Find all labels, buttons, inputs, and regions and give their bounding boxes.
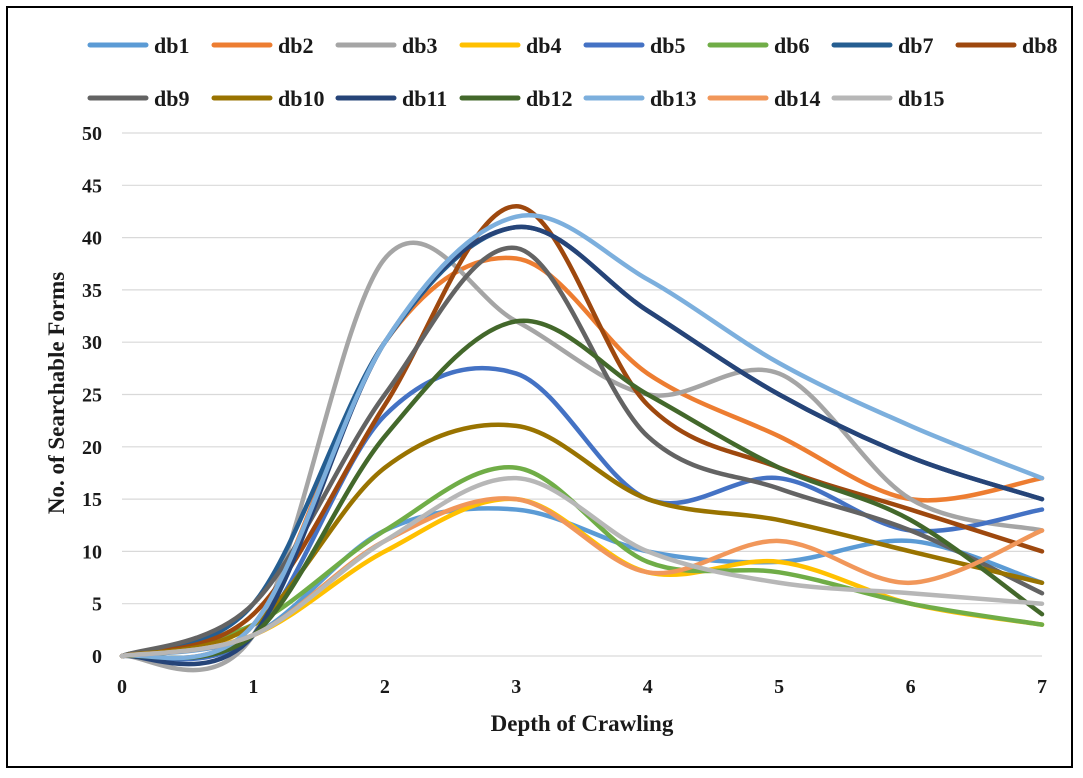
y-tick-label: 30 (82, 332, 102, 354)
x-axis-label: Depth of Crawling (491, 711, 674, 736)
legend-item-db8: db8 (955, 33, 1057, 58)
legend-label: db11 (402, 86, 447, 111)
legend-item-db15: db15 (831, 86, 944, 111)
y-tick-label: 35 (82, 280, 102, 302)
legend-label: db15 (898, 86, 944, 111)
legend-item-db9: db9 (87, 86, 189, 111)
y-tick-label: 40 (82, 228, 102, 250)
legend-label: db9 (154, 86, 189, 111)
y-tick-label: 25 (82, 385, 102, 407)
legend-label: db4 (526, 33, 561, 58)
y-tick-label: 5 (92, 594, 102, 616)
legend-label: db8 (1022, 33, 1057, 58)
y-tick-label: 10 (82, 541, 102, 563)
x-tick-label: 7 (1037, 676, 1047, 698)
legend-item-db4: db4 (459, 33, 561, 58)
legend: db1 db2 db3 db4 db5 db6 db7 db8 db9 db10 db11 db12 d… (87, 33, 1057, 111)
grid-lines (122, 132, 1042, 657)
legend-label: db10 (278, 86, 324, 111)
legend-label: db7 (898, 33, 933, 58)
legend-item-db5: db5 (583, 33, 685, 58)
y-tick-label: 0 (92, 646, 102, 668)
series-line-db11 (119, 224, 1045, 667)
x-tick-label: 0 (117, 676, 127, 698)
legend-item-db2: db2 (211, 33, 313, 58)
series-line-db15 (119, 475, 1045, 659)
series-lines (119, 203, 1045, 673)
series-line-db12 (119, 318, 1045, 661)
x-tick-label: 5 (774, 676, 784, 698)
legend-item-db1: db1 (87, 33, 189, 58)
legend-item-db12: db12 (459, 86, 572, 111)
x-tick-label: 6 (906, 676, 916, 698)
series-line-db13 (119, 213, 1045, 661)
legend-item-db14: db14 (707, 86, 820, 111)
x-axis-ticks: 0 1 2 3 4 5 6 7 (117, 676, 1047, 698)
y-tick-label: 45 (82, 175, 102, 197)
legend-item-db6: db6 (707, 33, 809, 58)
legend-label: db3 (402, 33, 437, 58)
y-axis-label: No. of Searchable Forms (44, 272, 69, 514)
series-line-db9 (119, 245, 1045, 659)
legend-item-db10: db10 (211, 86, 324, 111)
y-tick-label: 50 (82, 123, 102, 145)
legend-label: db6 (774, 33, 809, 58)
legend-label: db5 (650, 33, 685, 58)
legend-item-db11: db11 (335, 86, 447, 111)
y-tick-label: 20 (82, 437, 102, 459)
x-tick-label: 4 (643, 676, 653, 698)
legend-label: db14 (774, 86, 820, 111)
series-line-db8 (119, 203, 1045, 659)
legend-item-db3: db3 (335, 33, 437, 58)
legend-label: db1 (154, 33, 189, 58)
legend-item-db13: db13 (583, 86, 696, 111)
x-tick-label: 2 (380, 676, 390, 698)
legend-item-db7: db7 (831, 33, 933, 58)
x-tick-label: 1 (248, 676, 258, 698)
legend-label: db2 (278, 33, 313, 58)
legend-label: db13 (650, 86, 696, 111)
x-tick-label: 3 (511, 676, 521, 698)
y-tick-label: 15 (82, 489, 102, 511)
legend-label: db12 (526, 86, 572, 111)
y-axis-ticks: 0 5 10 15 20 25 30 35 40 45 50 (82, 123, 102, 668)
